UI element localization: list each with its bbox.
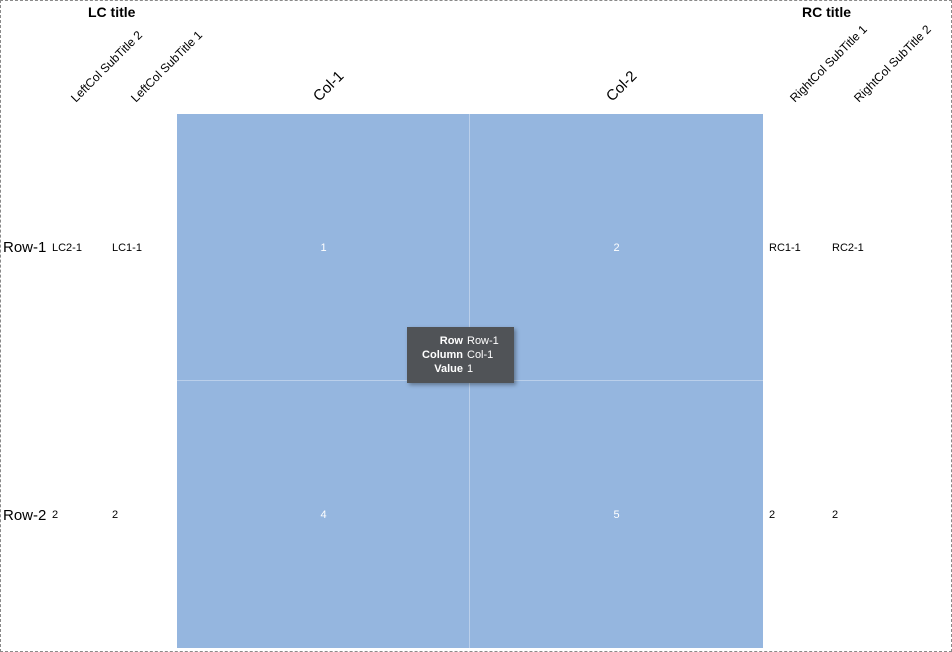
row-label-row-1: Row-1 bbox=[3, 239, 47, 256]
heatmap-cell-label: 4 bbox=[320, 508, 327, 521]
tooltip-column-field: Column Col-1 bbox=[407, 348, 514, 362]
heatmap-cell[interactable] bbox=[470, 381, 763, 648]
left-col-2-value-row-2: 2 bbox=[52, 509, 59, 521]
tooltip-key-value: Value bbox=[434, 363, 463, 375]
left-col-2-value-row-1: LC2-1 bbox=[52, 242, 82, 254]
value-tooltip: Row Row-1 Column Col-1 Value 1 bbox=[407, 327, 514, 383]
right-col-2-value-row-2: 2 bbox=[832, 509, 839, 521]
tooltip-row-field: Row Row-1 bbox=[407, 334, 514, 348]
right-col-1-value-row-2: 2 bbox=[769, 509, 776, 521]
right-columns-title: RC title bbox=[802, 4, 851, 20]
tooltip-value-row: Row-1 bbox=[467, 335, 499, 347]
right-col-2-value-row-1: RC2-1 bbox=[832, 242, 864, 254]
tooltip-key-row: Row bbox=[439, 335, 463, 347]
left-col-1-value-row-1: LC1-1 bbox=[112, 242, 142, 254]
tooltip-key-column: Column bbox=[422, 349, 463, 361]
heatmap-cell-label: 5 bbox=[613, 508, 620, 521]
heatmap-cell-label: 1 bbox=[320, 241, 327, 254]
heatmap-cell-label: 2 bbox=[613, 241, 620, 254]
tooltip-value-field: Value 1 bbox=[407, 362, 514, 376]
tooltip-value-value: 1 bbox=[467, 363, 474, 375]
heatmap-cell[interactable] bbox=[177, 381, 470, 648]
heatmap-grid: 1 2 4 5 bbox=[177, 114, 763, 648]
tooltip-value-column: Col-1 bbox=[467, 349, 494, 361]
row-label-row-2: Row-2 bbox=[3, 507, 47, 524]
left-columns-title: LC title bbox=[88, 4, 136, 20]
left-col-1-value-row-2: 2 bbox=[112, 509, 119, 521]
right-col-1-value-row-1: RC1-1 bbox=[769, 242, 801, 254]
heatmap-cell[interactable] bbox=[470, 114, 763, 381]
